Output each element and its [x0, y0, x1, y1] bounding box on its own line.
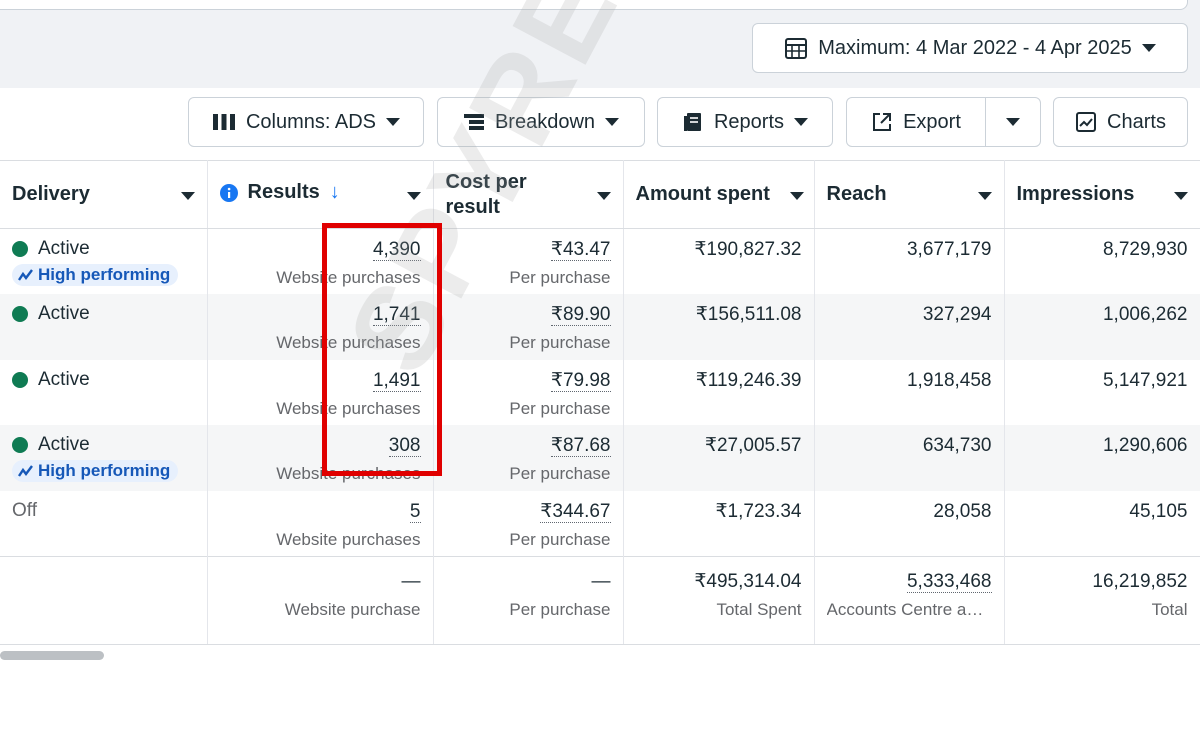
cost-cell: ₹87.68 Per purchase: [433, 425, 624, 491]
chevron-down-icon: [1006, 118, 1020, 126]
results-cell: 1,741 Website purchases: [207, 294, 434, 360]
cost-per-result-header[interactable]: Cost per result: [433, 160, 624, 229]
impressions-cell: 1,290,606: [1004, 425, 1200, 491]
cost-cell: ₹43.47 Per purchase: [433, 228, 624, 294]
delivery-cell: Active: [0, 294, 208, 360]
chevron-down-icon[interactable]: [1173, 192, 1188, 200]
high-performing-badge: High performing: [12, 264, 179, 286]
chevron-down-icon[interactable]: [977, 192, 992, 200]
date-range-label: Maximum: 4 Mar 2022 - 4 Apr 2025: [818, 36, 1132, 59]
chevron-down-icon: [605, 118, 620, 126]
reports-label: Reports: [713, 110, 785, 133]
results-cell: 5 Website purchases: [207, 490, 434, 556]
impressions-cell: 45,105: [1004, 490, 1200, 556]
sort-arrow-icon[interactable]: ↓: [329, 181, 340, 204]
table-row[interactable]: Active 1,491 Website purchases ₹79.98 Pe…: [0, 359, 1200, 425]
trend-up-icon: [18, 269, 33, 281]
info-icon[interactable]: [219, 183, 238, 202]
export-icon: [873, 113, 892, 131]
results-header[interactable]: Results ↓: [207, 160, 434, 229]
table-row[interactable]: Active 1,741 Website purchases ₹89.90 Pe…: [0, 294, 1200, 360]
table-header-row: Delivery Results ↓ Cost per result Amoun…: [0, 160, 1200, 229]
breakdown-icon: [463, 114, 484, 130]
off-status: Off: [12, 499, 37, 521]
reach-cell: 327,294: [814, 294, 1005, 360]
results-cell: 308 Website purchases: [207, 425, 434, 491]
reach-cell: 28,058: [814, 490, 1005, 556]
export-label: Export: [903, 110, 961, 133]
totals-amount-cell: ₹495,314.04 Total Spent: [623, 555, 815, 645]
high-performing-badge: High performing: [12, 460, 179, 482]
table-row[interactable]: Active High performing 4,390 Website pur…: [0, 228, 1200, 294]
horizontal-scrollbar[interactable]: [0, 651, 104, 660]
active-status-icon: [12, 371, 28, 388]
impressions-cell: 8,729,930: [1004, 228, 1200, 294]
delivery-cell: Active High performing: [0, 228, 208, 294]
chevron-down-icon: [1141, 44, 1156, 52]
columns-label: Columns: ADS: [245, 110, 377, 133]
reports-icon: [683, 113, 701, 131]
totals-results-cell: — Website purchase: [207, 555, 434, 645]
cost-cell: ₹344.67 Per purchase: [433, 490, 624, 556]
export-button[interactable]: Export: [846, 97, 986, 147]
reports-button[interactable]: Reports: [657, 97, 833, 147]
totals-row: — Website purchase — Per purchase ₹495,3…: [0, 555, 1200, 645]
calendar-icon: [785, 38, 808, 59]
chevron-down-icon[interactable]: [180, 192, 195, 200]
cost-cell: ₹89.90 Per purchase: [433, 294, 624, 360]
impressions-cell: 1,006,262: [1004, 294, 1200, 360]
export-options-button[interactable]: [985, 97, 1041, 147]
impressions-cell: 5,147,921: [1004, 359, 1200, 425]
breakdown-label: Breakdown: [494, 110, 596, 133]
chevron-down-icon: [386, 118, 401, 126]
amount-cell: ₹119,246.39: [623, 359, 815, 425]
active-status-icon: [12, 437, 28, 453]
amount-cell: ₹1,723.34: [623, 490, 815, 556]
chevron-down-icon[interactable]: [406, 192, 421, 200]
chevron-down-icon[interactable]: [789, 192, 804, 200]
date-range-button[interactable]: Maximum: 4 Mar 2022 - 4 Apr 2025: [752, 23, 1188, 73]
cost-cell: ₹79.98 Per purchase: [433, 359, 624, 425]
reach-header[interactable]: Reach: [814, 160, 1005, 229]
totals-delivery-cell: [0, 555, 208, 645]
impressions-header[interactable]: Impressions: [1004, 160, 1200, 229]
charts-button[interactable]: Charts: [1053, 97, 1188, 147]
amount-cell: ₹156,511.08: [623, 294, 815, 360]
chevron-down-icon: [794, 118, 809, 126]
reach-cell: 3,677,179: [814, 228, 1005, 294]
active-status-icon: [12, 241, 28, 257]
amount-cell: ₹27,005.57: [623, 425, 815, 491]
breakdown-button[interactable]: Breakdown: [437, 97, 645, 147]
delivery-cell: Active High performing: [0, 425, 208, 491]
delivery-cell: Active: [0, 359, 208, 425]
results-cell: 4,390 Website purchases: [207, 228, 434, 294]
reach-cell: 634,730: [814, 425, 1005, 491]
charts-label: Charts: [1107, 110, 1166, 133]
trend-up-icon: [18, 465, 33, 477]
ads-table: Delivery Results ↓ Cost per result Amoun…: [0, 160, 1200, 645]
results-cell: 1,491 Website purchases: [207, 359, 434, 425]
amount-cell: ₹190,827.32: [623, 228, 815, 294]
reach-cell: 1,918,458: [814, 359, 1005, 425]
totals-reach-cell: 5,333,468 Accounts Centre acc...: [814, 555, 1005, 645]
chart-icon: [1076, 112, 1097, 132]
search-bar[interactable]: [0, 0, 1188, 10]
active-status-icon: [12, 306, 28, 322]
delivery-header[interactable]: Delivery: [0, 160, 208, 229]
columns-button[interactable]: Columns: ADS: [188, 97, 424, 147]
columns-icon: [212, 114, 235, 130]
delivery-cell: Off: [0, 490, 208, 556]
chevron-down-icon[interactable]: [596, 192, 611, 200]
totals-cost-cell: — Per purchase: [433, 555, 624, 645]
amount-spent-header[interactable]: Amount spent: [623, 160, 815, 229]
totals-impressions-cell: 16,219,852 Total: [1004, 555, 1200, 645]
table-row[interactable]: Off 5 Website purchases ₹344.67 Per purc…: [0, 490, 1200, 556]
table-row[interactable]: Active High performing 308 Website purch…: [0, 425, 1200, 491]
